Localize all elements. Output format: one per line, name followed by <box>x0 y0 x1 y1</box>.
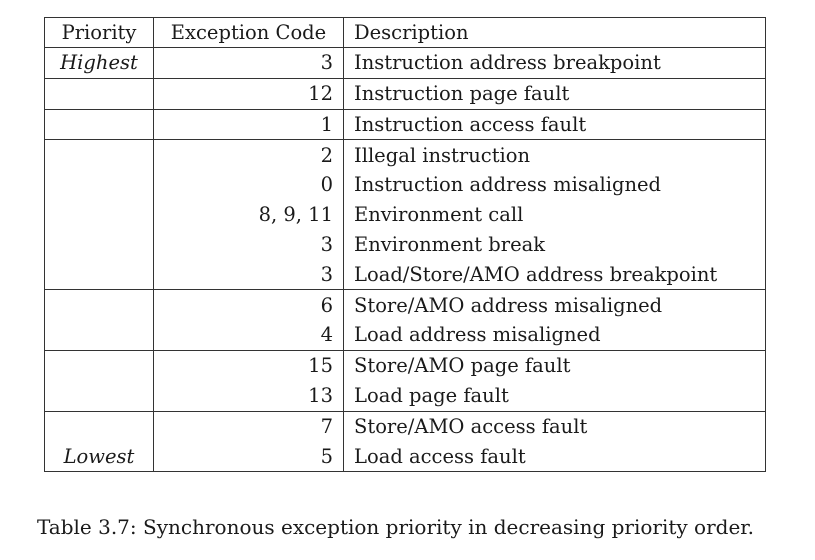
cell-priority <box>44 77 154 110</box>
cell-exception-code: 3 <box>153 259 344 290</box>
cell-exception-code: 2 <box>153 139 344 171</box>
cell-exception-code: 4 <box>153 320 344 351</box>
table-row: 3 Environment break <box>44 229 766 260</box>
header-exception-code: Exception Code <box>153 17 344 48</box>
header-priority: Priority <box>44 17 154 48</box>
cell-exception-code: 15 <box>153 349 344 381</box>
cell-exception-code: 3 <box>153 47 344 79</box>
cell-priority <box>44 380 154 412</box>
table-body: Highest 3 Instruction address breakpoint 12… <box>44 47 766 473</box>
table-row: 3 Load/Store/AMO address breakpoint <box>44 259 766 290</box>
cell-exception-code: 3 <box>153 229 344 260</box>
table-row: Highest 3 Instruction address breakpoint <box>44 47 766 79</box>
cell-priority: Lowest <box>44 441 154 473</box>
cell-description: Instruction address breakpoint <box>343 47 766 79</box>
cell-priority <box>44 229 154 260</box>
header-description: Description <box>343 17 766 48</box>
cell-priority <box>44 259 154 290</box>
table-row: 1 Instruction access fault <box>44 108 766 140</box>
table-row: 15 Store/AMO page fault <box>44 349 766 381</box>
cell-description: Instruction access fault <box>343 108 766 140</box>
cell-exception-code: 12 <box>153 77 344 110</box>
cell-priority <box>44 320 154 351</box>
cell-description: Store/AMO address misaligned <box>343 289 766 321</box>
table-row: 13 Load page fault <box>44 380 766 412</box>
cell-exception-code: 5 <box>153 441 344 473</box>
cell-priority <box>44 199 154 230</box>
cell-priority <box>44 139 154 171</box>
table-row: 2 Illegal instruction <box>44 139 766 171</box>
cell-exception-code: 6 <box>153 289 344 321</box>
cell-priority <box>44 170 154 200</box>
cell-description: Load/Store/AMO address breakpoint <box>343 259 766 290</box>
cell-description: Environment call <box>343 199 766 230</box>
cell-exception-code: 0 <box>153 170 344 200</box>
cell-exception-code: 13 <box>153 380 344 412</box>
table-row: 7 Store/AMO access fault <box>44 410 766 442</box>
cell-description: Store/AMO access fault <box>343 410 766 442</box>
table-caption: Table 3.7: Synchronous exception priorit… <box>37 515 755 539</box>
cell-description: Load access fault <box>343 441 766 473</box>
cell-description: Load page fault <box>343 380 766 412</box>
cell-description: Instruction address misaligned <box>343 170 766 200</box>
table-row: 6 Store/AMO address misaligned <box>44 289 766 321</box>
cell-description: Environment break <box>343 229 766 260</box>
table-row: 4 Load address misaligned <box>44 320 766 351</box>
cell-description: Illegal instruction <box>343 139 766 171</box>
cell-exception-code: 8, 9, 11 <box>153 199 344 230</box>
table-row: Lowest 5 Load access fault <box>44 441 766 473</box>
table-row: 8, 9, 11 Environment call <box>44 199 766 230</box>
cell-description: Instruction page fault <box>343 77 766 110</box>
table-header-row: Priority Exception Code Description <box>44 17 766 48</box>
cell-description: Store/AMO page fault <box>343 349 766 381</box>
cell-priority <box>44 108 154 140</box>
cell-exception-code: 7 <box>153 410 344 442</box>
exception-priority-table: Priority Exception Code Description High… <box>44 17 766 473</box>
cell-description: Load address misaligned <box>343 320 766 351</box>
cell-exception-code: 1 <box>153 108 344 140</box>
cell-priority <box>44 289 154 321</box>
cell-priority <box>44 349 154 381</box>
cell-priority <box>44 410 154 442</box>
cell-priority: Highest <box>44 47 154 79</box>
table-row: 12 Instruction page fault <box>44 77 766 110</box>
table-row: 0 Instruction address misaligned <box>44 170 766 200</box>
